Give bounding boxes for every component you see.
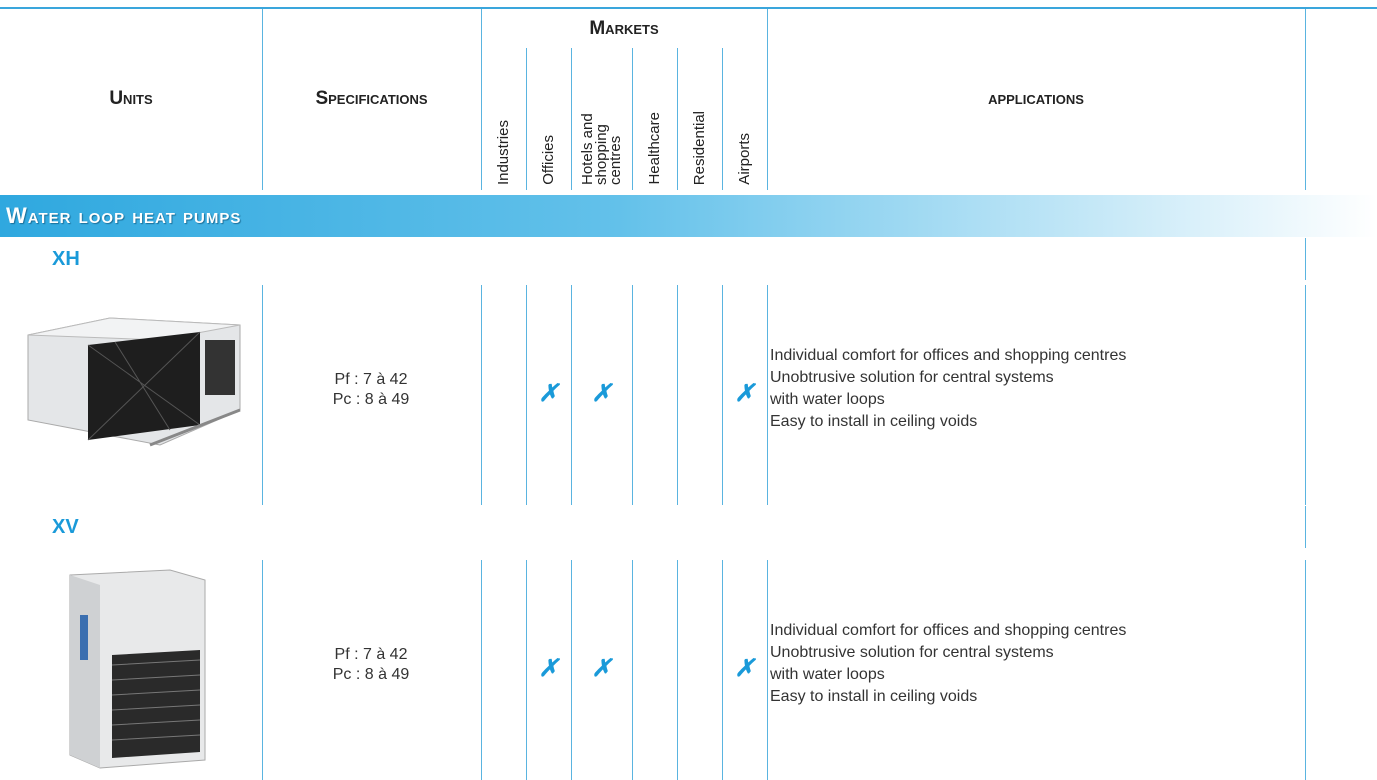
column-divider <box>632 560 633 780</box>
market-column-label: Officies <box>539 135 557 185</box>
application-line: Easy to install in ceiling voids <box>770 413 978 430</box>
specifications-header: Specifications <box>315 88 428 109</box>
applications-header: applications <box>988 88 1084 109</box>
column-divider <box>1305 238 1306 280</box>
column-divider <box>767 560 768 780</box>
column-divider <box>1305 285 1306 505</box>
market-column-label: Airports <box>735 133 753 185</box>
column-divider <box>632 48 633 190</box>
market-check: ✗ <box>591 380 612 407</box>
markets-header: Markets <box>589 18 659 39</box>
market-check: ✗ <box>538 655 559 682</box>
column-divider <box>632 285 633 505</box>
spec-line: Pc : 8 à 49 <box>332 391 410 408</box>
market-column-label: Residential <box>690 110 708 185</box>
market-check: ✗ <box>591 655 612 682</box>
application-line: with water loops <box>770 666 885 683</box>
section-banner <box>0 195 1377 237</box>
market-column-label: Industries <box>494 119 512 185</box>
column-divider <box>1305 506 1306 548</box>
market-column-label: Healthcare <box>645 112 663 185</box>
column-divider <box>722 285 723 505</box>
column-divider <box>677 560 678 780</box>
market-check: ✗ <box>734 380 755 407</box>
product-name: XH <box>52 248 80 270</box>
market-check: ✗ <box>734 655 755 682</box>
column-divider <box>571 285 572 505</box>
column-divider <box>526 560 527 780</box>
application-line: with water loops <box>770 391 885 408</box>
column-divider <box>767 9 768 190</box>
xh-image <box>27 317 241 447</box>
column-divider <box>767 285 768 505</box>
column-divider <box>526 48 527 190</box>
column-divider <box>571 560 572 780</box>
application-line: Individual comfort for offices and shopp… <box>770 347 1127 364</box>
column-divider <box>262 9 263 190</box>
column-divider <box>481 560 482 780</box>
column-divider <box>1305 560 1306 780</box>
column-divider <box>262 560 263 780</box>
spec-line: Pf : 7 à 42 <box>334 646 408 663</box>
market-column-label: Hotels and shopping centres <box>578 113 624 185</box>
column-divider <box>722 560 723 780</box>
section-title: Water loop heat pumps <box>6 203 242 228</box>
column-divider <box>1305 9 1306 190</box>
application-line: Easy to install in ceiling voids <box>770 688 978 705</box>
column-divider <box>526 285 527 505</box>
top-rule <box>0 7 1377 9</box>
column-divider <box>262 285 263 505</box>
column-divider <box>722 48 723 190</box>
units-header: Units <box>109 88 153 109</box>
application-line: Individual comfort for offices and shopp… <box>770 622 1127 639</box>
column-divider <box>481 285 482 505</box>
product-name: XV <box>52 516 79 538</box>
application-line: Unobtrusive solution for central systems <box>770 644 1054 661</box>
xv-image <box>69 569 206 769</box>
column-divider <box>677 48 678 190</box>
market-check: ✗ <box>538 380 559 407</box>
column-divider <box>677 285 678 505</box>
column-divider <box>571 48 572 190</box>
column-divider <box>481 9 482 190</box>
spec-line: Pf : 7 à 42 <box>334 371 408 388</box>
application-line: Unobtrusive solution for central systems <box>770 369 1054 386</box>
spec-line: Pc : 8 à 49 <box>332 666 410 683</box>
